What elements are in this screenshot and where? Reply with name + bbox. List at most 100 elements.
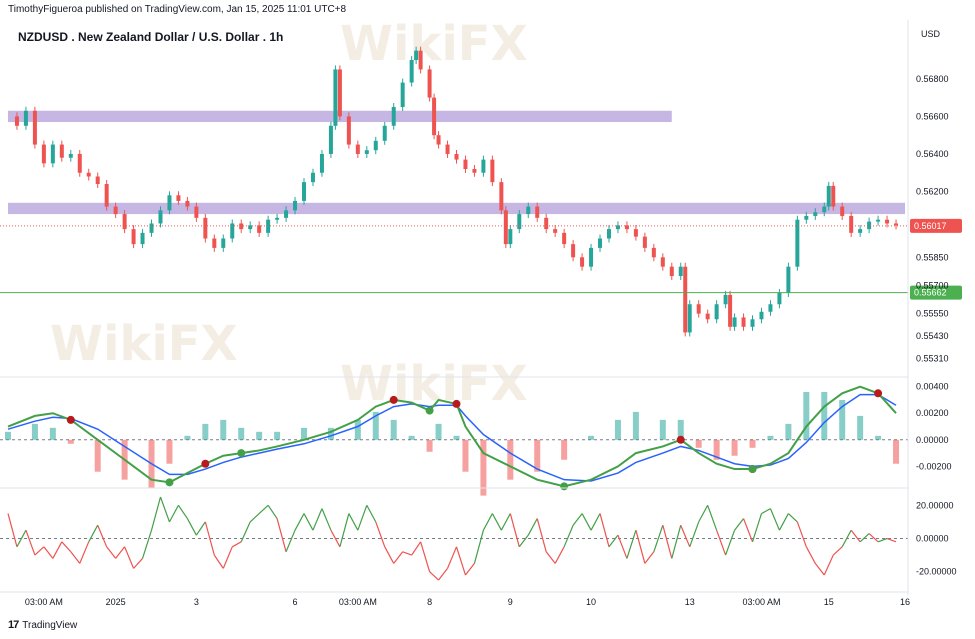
time-tick-label: 03:00 AM xyxy=(339,597,377,607)
candle-body xyxy=(624,225,629,230)
macd-histogram-bar xyxy=(274,431,281,440)
currency-label: USD xyxy=(921,29,941,39)
macd-tick-label: 0.00400 xyxy=(916,382,949,392)
macd-histogram-bar xyxy=(875,435,882,440)
oscillator-segment xyxy=(213,554,224,569)
price-layer xyxy=(14,46,899,337)
candle-body xyxy=(517,214,522,230)
oscillator-segment xyxy=(590,513,601,531)
macd-histogram-bar xyxy=(480,439,487,496)
macd-cross-marker xyxy=(66,415,75,424)
oscillator-segment xyxy=(34,546,45,556)
candle-body xyxy=(194,206,199,218)
candle-body xyxy=(786,266,791,293)
oscillator-segment xyxy=(635,530,646,564)
candle-body xyxy=(221,238,226,248)
oscillator-segment xyxy=(536,518,547,552)
oscillator-segment xyxy=(761,508,771,515)
oscillator-tick-label: -20.00000 xyxy=(916,567,957,577)
oscillator-segment xyxy=(446,546,458,569)
watermark-layer: WikiFX WikiFX WikiFX xyxy=(50,16,528,412)
candle-body xyxy=(463,159,468,169)
candle-body xyxy=(669,266,674,277)
candle-body xyxy=(544,217,549,230)
candle-body xyxy=(750,319,755,327)
candle-body xyxy=(651,247,656,258)
candle-body xyxy=(257,225,262,233)
macd-histogram-bar xyxy=(588,435,595,440)
candle-body xyxy=(140,232,145,245)
candle-body xyxy=(642,236,647,248)
price-tick-label: 0.56400 xyxy=(916,149,949,159)
macd-histogram-bar xyxy=(857,415,864,440)
macd-tick-label: 0.00000 xyxy=(916,435,949,445)
candle-body xyxy=(678,266,683,277)
macd-tick-label: 0.00200 xyxy=(916,408,949,418)
oscillator-segment xyxy=(868,533,879,543)
candle-body xyxy=(23,110,28,126)
candle-body xyxy=(319,153,324,173)
oscillator-segment xyxy=(455,546,467,576)
publisher-line: TimothyFigueroa published on TradingView… xyxy=(8,4,347,15)
oscillator-segment xyxy=(195,521,206,536)
oscillator-segment xyxy=(222,546,233,569)
candle-body xyxy=(804,215,809,220)
macd-histogram-bar xyxy=(749,439,756,448)
time-tick-label: 03:00 AM xyxy=(25,597,63,607)
candle-body xyxy=(826,185,831,207)
macd-histogram-bar xyxy=(184,435,191,440)
macd-cross-marker xyxy=(237,449,246,458)
candle-body xyxy=(284,210,289,218)
macd-histogram-bar xyxy=(435,423,442,440)
oscillator-segment xyxy=(473,530,484,564)
candle-body xyxy=(337,69,342,117)
watermark-text: WikiFX xyxy=(50,316,238,372)
oscillator-segment xyxy=(545,551,556,564)
oscillator-segment xyxy=(61,541,72,553)
candle-body xyxy=(333,69,338,126)
oscillator-segment xyxy=(339,513,350,547)
oscillator-segment xyxy=(581,513,592,531)
oscillator-segment xyxy=(653,525,664,552)
candle-body xyxy=(849,215,854,233)
oscillator-segment xyxy=(680,524,691,548)
oscillator-segment xyxy=(97,524,108,548)
macd-histogram-bar xyxy=(301,427,308,440)
macd-histogram-bar xyxy=(94,439,101,472)
oscillator-segment xyxy=(698,505,709,523)
macd-histogram-bar xyxy=(659,419,666,440)
candle-body xyxy=(705,313,710,320)
macd-histogram-bar xyxy=(632,411,639,440)
oscillator-segment xyxy=(7,513,18,547)
candle-body xyxy=(427,69,432,98)
oscillator-segment xyxy=(330,529,341,548)
macd-histogram-bar xyxy=(839,399,846,440)
oscillator-segment xyxy=(832,546,843,556)
oscillator-segment xyxy=(725,529,736,556)
oscillator-segment xyxy=(231,541,242,548)
candle-body xyxy=(867,221,872,230)
candle-body xyxy=(104,184,109,207)
oscillator-segment xyxy=(787,513,798,523)
candle-body xyxy=(436,135,441,145)
oscillator-segment xyxy=(204,521,215,556)
macd-histogram-bar xyxy=(354,419,361,440)
macd-histogram-bar xyxy=(5,431,11,440)
oscillator-segment xyxy=(357,505,368,531)
footer: 17 TradingView xyxy=(8,619,77,631)
oscillator-segment xyxy=(141,530,153,559)
macd-histogram-bar xyxy=(67,439,74,444)
macd-histogram-bar xyxy=(372,411,379,440)
oscillator-segment xyxy=(482,513,493,531)
candle-body xyxy=(50,144,55,164)
macd-cross-marker xyxy=(452,399,461,408)
macd-histogram-bar xyxy=(202,423,209,440)
oscillator-segment xyxy=(393,551,404,564)
time-tick-label: 03:00 AM xyxy=(742,597,780,607)
macd-histogram-bar xyxy=(507,439,514,480)
current-price-badge xyxy=(910,218,962,233)
oscillator-segment xyxy=(411,541,422,556)
candle-body xyxy=(777,292,782,305)
candle-body xyxy=(728,294,733,327)
